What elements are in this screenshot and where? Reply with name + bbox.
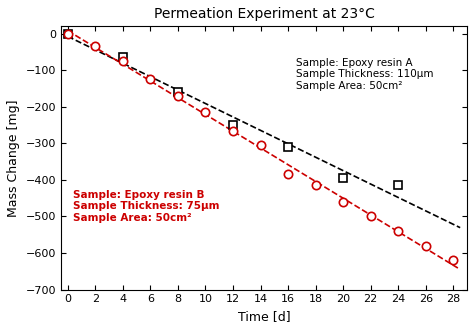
Y-axis label: Mass Change [mg]: Mass Change [mg] xyxy=(7,99,20,217)
Text: Sample: Epoxy resin A
Sample Thickness: 110μm
Sample Area: 50cm²: Sample: Epoxy resin A Sample Thickness: … xyxy=(296,58,434,91)
X-axis label: Time [d]: Time [d] xyxy=(237,310,290,323)
Title: Permeation Experiment at 23°C: Permeation Experiment at 23°C xyxy=(154,7,374,21)
Text: Sample: Epoxy resin B
Sample Thickness: 75μm
Sample Area: 50cm²: Sample: Epoxy resin B Sample Thickness: … xyxy=(73,189,219,223)
